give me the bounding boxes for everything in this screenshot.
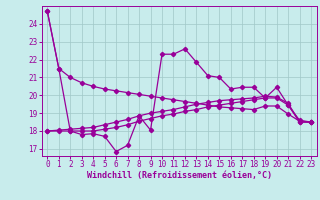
X-axis label: Windchill (Refroidissement éolien,°C): Windchill (Refroidissement éolien,°C) <box>87 171 272 180</box>
